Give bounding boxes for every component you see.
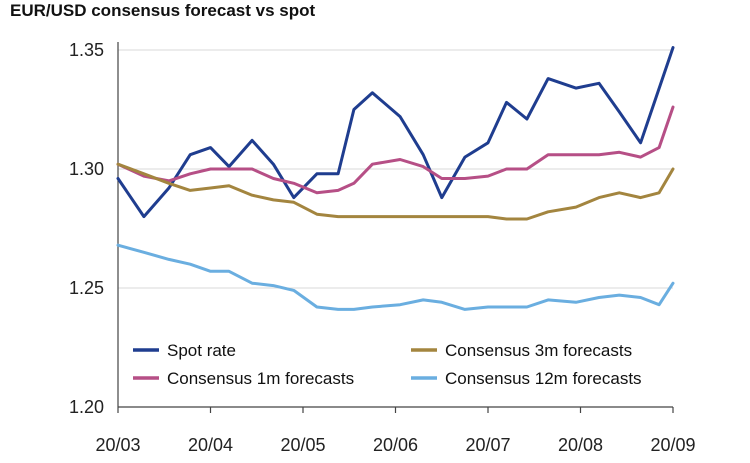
- series-line-consensus-12m-forecasts: [116, 243, 675, 311]
- legend-label-consensus-12m-forecasts: Consensus 12m forecasts: [445, 369, 642, 388]
- x-tick-label: 20/05: [280, 435, 325, 455]
- y-tick-label: 1.30: [69, 159, 104, 179]
- series-line-consensus-3m-forecasts: [116, 162, 675, 221]
- x-tick-label: 20/07: [465, 435, 510, 455]
- y-tick-label: 1.35: [69, 40, 104, 60]
- axes: [117, 42, 674, 413]
- legend-label-consensus-3m-forecasts: Consensus 3m forecasts: [445, 341, 632, 360]
- chart-title: EUR/USD consensus forecast vs spot: [10, 1, 316, 20]
- legend: Spot rate Consensus 1m forecasts Consensus…: [133, 341, 642, 388]
- legend-label-consensus-1m-forecasts: Consensus 1m forecasts: [167, 369, 354, 388]
- x-tick-label: 20/08: [558, 435, 603, 455]
- x-tick-label: 20/06: [373, 435, 418, 455]
- series-line-spot-rate: [116, 46, 675, 219]
- y-tick-label: 1.20: [69, 397, 104, 417]
- x-tick-label: 20/03: [95, 435, 140, 455]
- y-tick-labels: 1.35 1.30 1.25 1.20: [69, 40, 104, 417]
- x-tick-labels: 20/03 20/04 20/05 20/06 20/07 20/08 20/09: [95, 435, 695, 455]
- x-tick-label: 20/04: [188, 435, 233, 455]
- legend-label-spot-rate: Spot rate: [167, 341, 236, 360]
- series-line-consensus-1m-forecasts: [116, 105, 675, 195]
- series-lines: [116, 46, 675, 311]
- y-tick-label: 1.25: [69, 278, 104, 298]
- x-tick-label: 20/09: [650, 435, 695, 455]
